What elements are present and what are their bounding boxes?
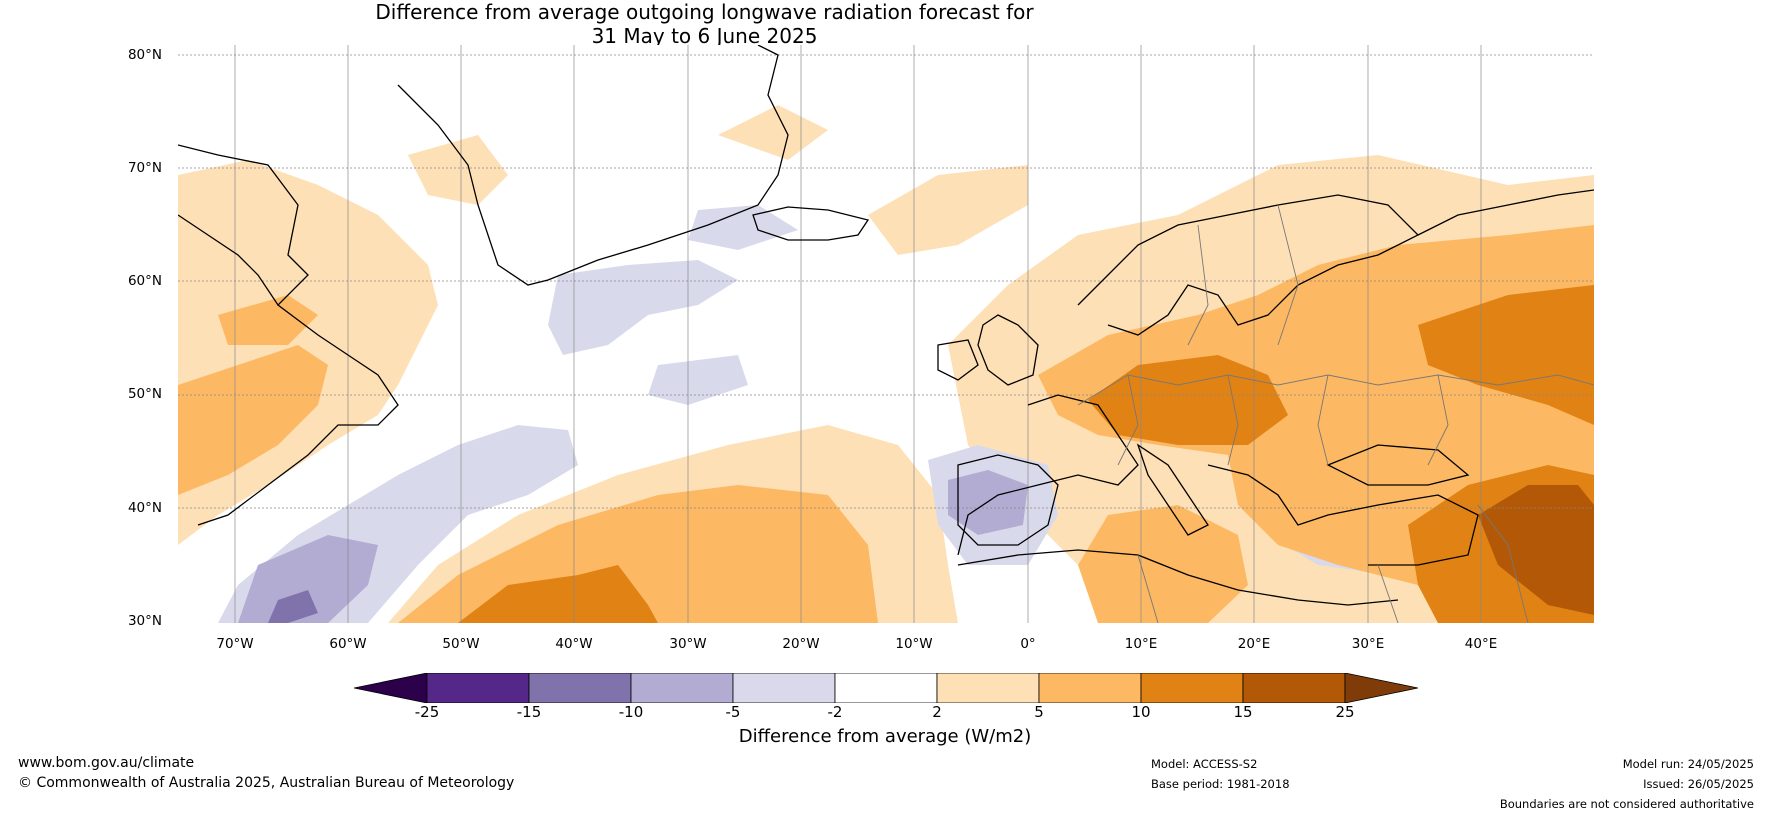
coast-russia-north — [1417, 189, 1594, 236]
colorbar-bin-5 — [834, 673, 938, 703]
colorbar-bin-7 — [1038, 673, 1142, 703]
colorbar-tick: -15 — [516, 703, 542, 721]
coastlines — [178, 45, 1594, 606]
colorbar-bin-8 — [1140, 673, 1244, 703]
colorbar-tick: 2 — [932, 703, 942, 721]
coast-mediterranean-south — [957, 549, 1399, 606]
lon-label-20e: 20°E — [1237, 636, 1271, 652]
anomaly-fill-brown — [1478, 485, 1594, 615]
title-line-2: 31 May to 6 June 2025 — [591, 24, 818, 48]
lon-label-10e: 10°E — [1124, 636, 1158, 652]
lon-label-30e: 30°E — [1351, 636, 1385, 652]
coast-iberia — [957, 454, 1059, 546]
colorbar-bin-9 — [1242, 673, 1346, 703]
lon-label-40e: 40°E — [1464, 636, 1498, 652]
disclaimer-text: Boundaries are not considered authoritat… — [1499, 797, 1754, 811]
colorbar-under-arrow — [354, 673, 428, 703]
lon-label-20w: 20°W — [782, 636, 820, 652]
lon-label-40w: 40°W — [555, 636, 593, 652]
coast-scandinavia — [1077, 194, 1420, 336]
colorbar-bin-2 — [528, 673, 632, 703]
coast-ireland — [937, 339, 979, 381]
base-period-text: Base period: 1981-2018 — [1151, 777, 1290, 791]
country-borders — [1077, 204, 1594, 623]
lat-label-50n: 50°N — [127, 386, 162, 402]
colorbar-tick: -2 — [827, 703, 843, 721]
lat-label-70n: 70°N — [127, 160, 162, 176]
lon-label-60w: 60°W — [329, 636, 367, 652]
map-panel — [178, 45, 1594, 623]
lon-label-70w: 70°W — [216, 636, 254, 652]
coast-balkans-turkey — [1207, 464, 1479, 566]
issued-text: Issued: 26/05/2025 — [1643, 777, 1754, 791]
olr-anomaly-map — [178, 45, 1594, 623]
colorbar-title: Difference from average (W/m2) — [738, 726, 1032, 747]
colorbar-bin-3 — [630, 673, 734, 703]
lat-label-80n: 80°N — [127, 47, 162, 63]
colorbar-tick: 10 — [1131, 703, 1151, 721]
coast-labrador — [178, 214, 279, 306]
coast-north-america — [178, 144, 399, 526]
colorbar-over-arrow — [1344, 673, 1418, 703]
colorbar-tick: -10 — [618, 703, 644, 721]
coast-british-isles — [977, 314, 1039, 386]
colorbar-tick: -25 — [414, 703, 440, 721]
website-link[interactable]: www.bom.gov.au/climate — [18, 755, 195, 771]
map-title: Difference from average outgoing longwav… — [0, 0, 1409, 48]
lat-label-40n: 40°N — [127, 500, 162, 516]
model-text: Model: ACCESS-S2 — [1151, 757, 1258, 771]
lat-label-60n: 60°N — [127, 273, 162, 289]
colorbar-bin-4 — [732, 673, 836, 703]
title-line-1: Difference from average outgoing longwav… — [375, 0, 1034, 24]
coast-greenland — [397, 45, 789, 286]
coast-iceland — [752, 206, 870, 241]
coast-italy — [1136, 443, 1209, 536]
model-run-text: Model run: 24/05/2025 — [1622, 757, 1754, 771]
lon-label-10w: 10°W — [895, 636, 933, 652]
colorbar-tick: -5 — [725, 703, 741, 721]
colorbar-bin-6 — [936, 673, 1040, 703]
colorbar — [354, 673, 1418, 703]
colorbar-tick: 5 — [1034, 703, 1044, 721]
lat-label-30n: 30°N — [127, 613, 162, 629]
lon-label-0: 0° — [1020, 636, 1036, 652]
colorbar-tick: 15 — [1233, 703, 1253, 721]
coast-black-sea — [1326, 444, 1470, 486]
colorbar-tick: 25 — [1335, 703, 1355, 721]
lon-label-50w: 50°W — [442, 636, 480, 652]
lon-label-30w: 30°W — [669, 636, 707, 652]
graticule — [178, 45, 1594, 623]
copyright-text: © Commonwealth of Australia 2025, Austra… — [18, 775, 515, 791]
colorbar-bin-1 — [426, 673, 530, 703]
coast-western-europe — [957, 394, 1139, 556]
